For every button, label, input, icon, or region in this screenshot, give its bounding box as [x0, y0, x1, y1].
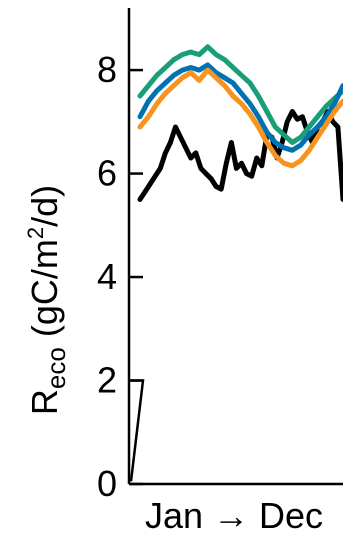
y-axis-label-unit-prefix: (gC/m: [24, 239, 65, 337]
y-axis-label-symbol: R: [24, 389, 65, 415]
left-spike-line: [129, 379, 145, 482]
y-axis: 0 2 4 6 8: [97, 8, 143, 504]
y-tick-label: 2: [97, 360, 117, 401]
series-line-2: [137, 44, 343, 145]
y-axis-label-unit-suffix: /d): [24, 185, 65, 227]
y-tick-label: 6: [97, 153, 117, 194]
svg-text:Reco(gC/m2/d): Reco (gC/m2/d): [23, 185, 71, 415]
y-axis-label-superscript: 2: [23, 227, 48, 239]
y-tick-label: 0: [97, 463, 117, 504]
x-axis-label: Jan → Dec: [145, 495, 323, 536]
y-tick-label: 4: [97, 256, 117, 297]
series-line-3: [137, 62, 343, 153]
y-axis-label-subscript: eco: [41, 347, 71, 389]
plot-area: [129, 44, 343, 482]
series-line-4: [137, 67, 343, 169]
y-axis-label: Reco (gC/m2/d): [23, 185, 71, 415]
y-tick-label: 8: [97, 49, 117, 90]
